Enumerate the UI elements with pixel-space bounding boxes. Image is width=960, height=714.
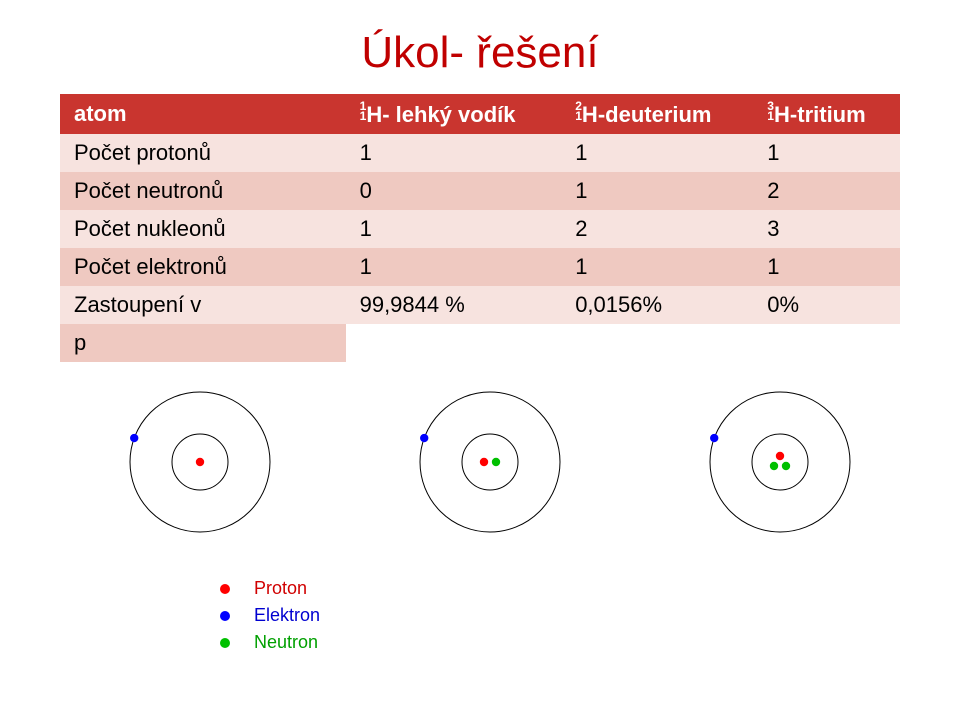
row-value: 1 — [753, 134, 900, 172]
row-value: 0,0156% — [561, 286, 753, 324]
row-value: 1 — [561, 134, 753, 172]
row-value: 1 — [346, 134, 562, 172]
row-label: Zastoupení v — [60, 286, 346, 324]
row-value: 99,9844 % — [346, 286, 562, 324]
slide-title: Úkol- řešení — [60, 28, 900, 78]
proton-dot — [220, 584, 230, 594]
col-deuterium: 2 1 H-deuterium — [561, 94, 753, 134]
row-value: 1 — [561, 172, 753, 210]
row-value: 1 — [346, 210, 562, 248]
row-value: 0% — [753, 286, 900, 324]
table-row: Zastoupení v99,9844 %0,0156%0% — [60, 286, 900, 324]
legend-proton: Proton — [220, 578, 900, 599]
legend-neutron: Neutron — [220, 632, 900, 653]
row-label: p — [60, 324, 346, 362]
row-label: Počet nukleonů — [60, 210, 346, 248]
slide: Úkol- řešení atom 1 1 H- lehký vodík 2 1… — [0, 0, 960, 714]
row-value: 2 — [753, 172, 900, 210]
table-row: Počet nukleonů123 — [60, 210, 900, 248]
row-value: 0 — [346, 172, 562, 210]
mass-charge-protium: 1 1 — [360, 100, 366, 122]
legend-elektron-label: Elektron — [254, 605, 320, 626]
row-label: Počet elektronů — [60, 248, 346, 286]
atom-tritium — [700, 382, 860, 542]
legend-proton-label: Proton — [254, 578, 307, 599]
particle-legend: Proton Elektron Neutron — [220, 578, 900, 653]
row-value: 2 — [561, 210, 753, 248]
row-value — [753, 324, 900, 362]
legend-neutron-label: Neutron — [254, 632, 318, 653]
col-protium: 1 1 H- lehký vodík — [346, 94, 562, 134]
row-label: Počet protonů — [60, 134, 346, 172]
table-row: p — [60, 324, 900, 362]
isotope-table: atom 1 1 H- lehký vodík 2 1 H-deuterium … — [60, 94, 900, 362]
isotope-table-body: Počet protonů111Počet neutronů012Počet n… — [60, 134, 900, 362]
row-label: Počet neutronů — [60, 172, 346, 210]
col-atom-label: atom — [60, 94, 346, 134]
mass-charge-deuterium: 2 1 — [575, 100, 581, 122]
mass-charge-tritium: 3 1 — [767, 100, 773, 122]
neutron-dot — [220, 638, 230, 648]
table-row: Počet protonů111 — [60, 134, 900, 172]
elektron-dot — [220, 611, 230, 621]
atom-deuterium — [410, 382, 570, 542]
legend-elektron: Elektron — [220, 605, 900, 626]
row-value: 1 — [561, 248, 753, 286]
col-tritium: 3 1 H-tritium — [753, 94, 900, 134]
row-value: 3 — [753, 210, 900, 248]
row-value: 1 — [753, 248, 900, 286]
row-value: 1 — [346, 248, 562, 286]
table-row: Počet neutronů012 — [60, 172, 900, 210]
atom-diagram-area — [60, 382, 900, 572]
row-value — [346, 324, 562, 362]
atom-protium — [120, 382, 280, 542]
row-value — [561, 324, 753, 362]
table-row: Počet elektronů111 — [60, 248, 900, 286]
